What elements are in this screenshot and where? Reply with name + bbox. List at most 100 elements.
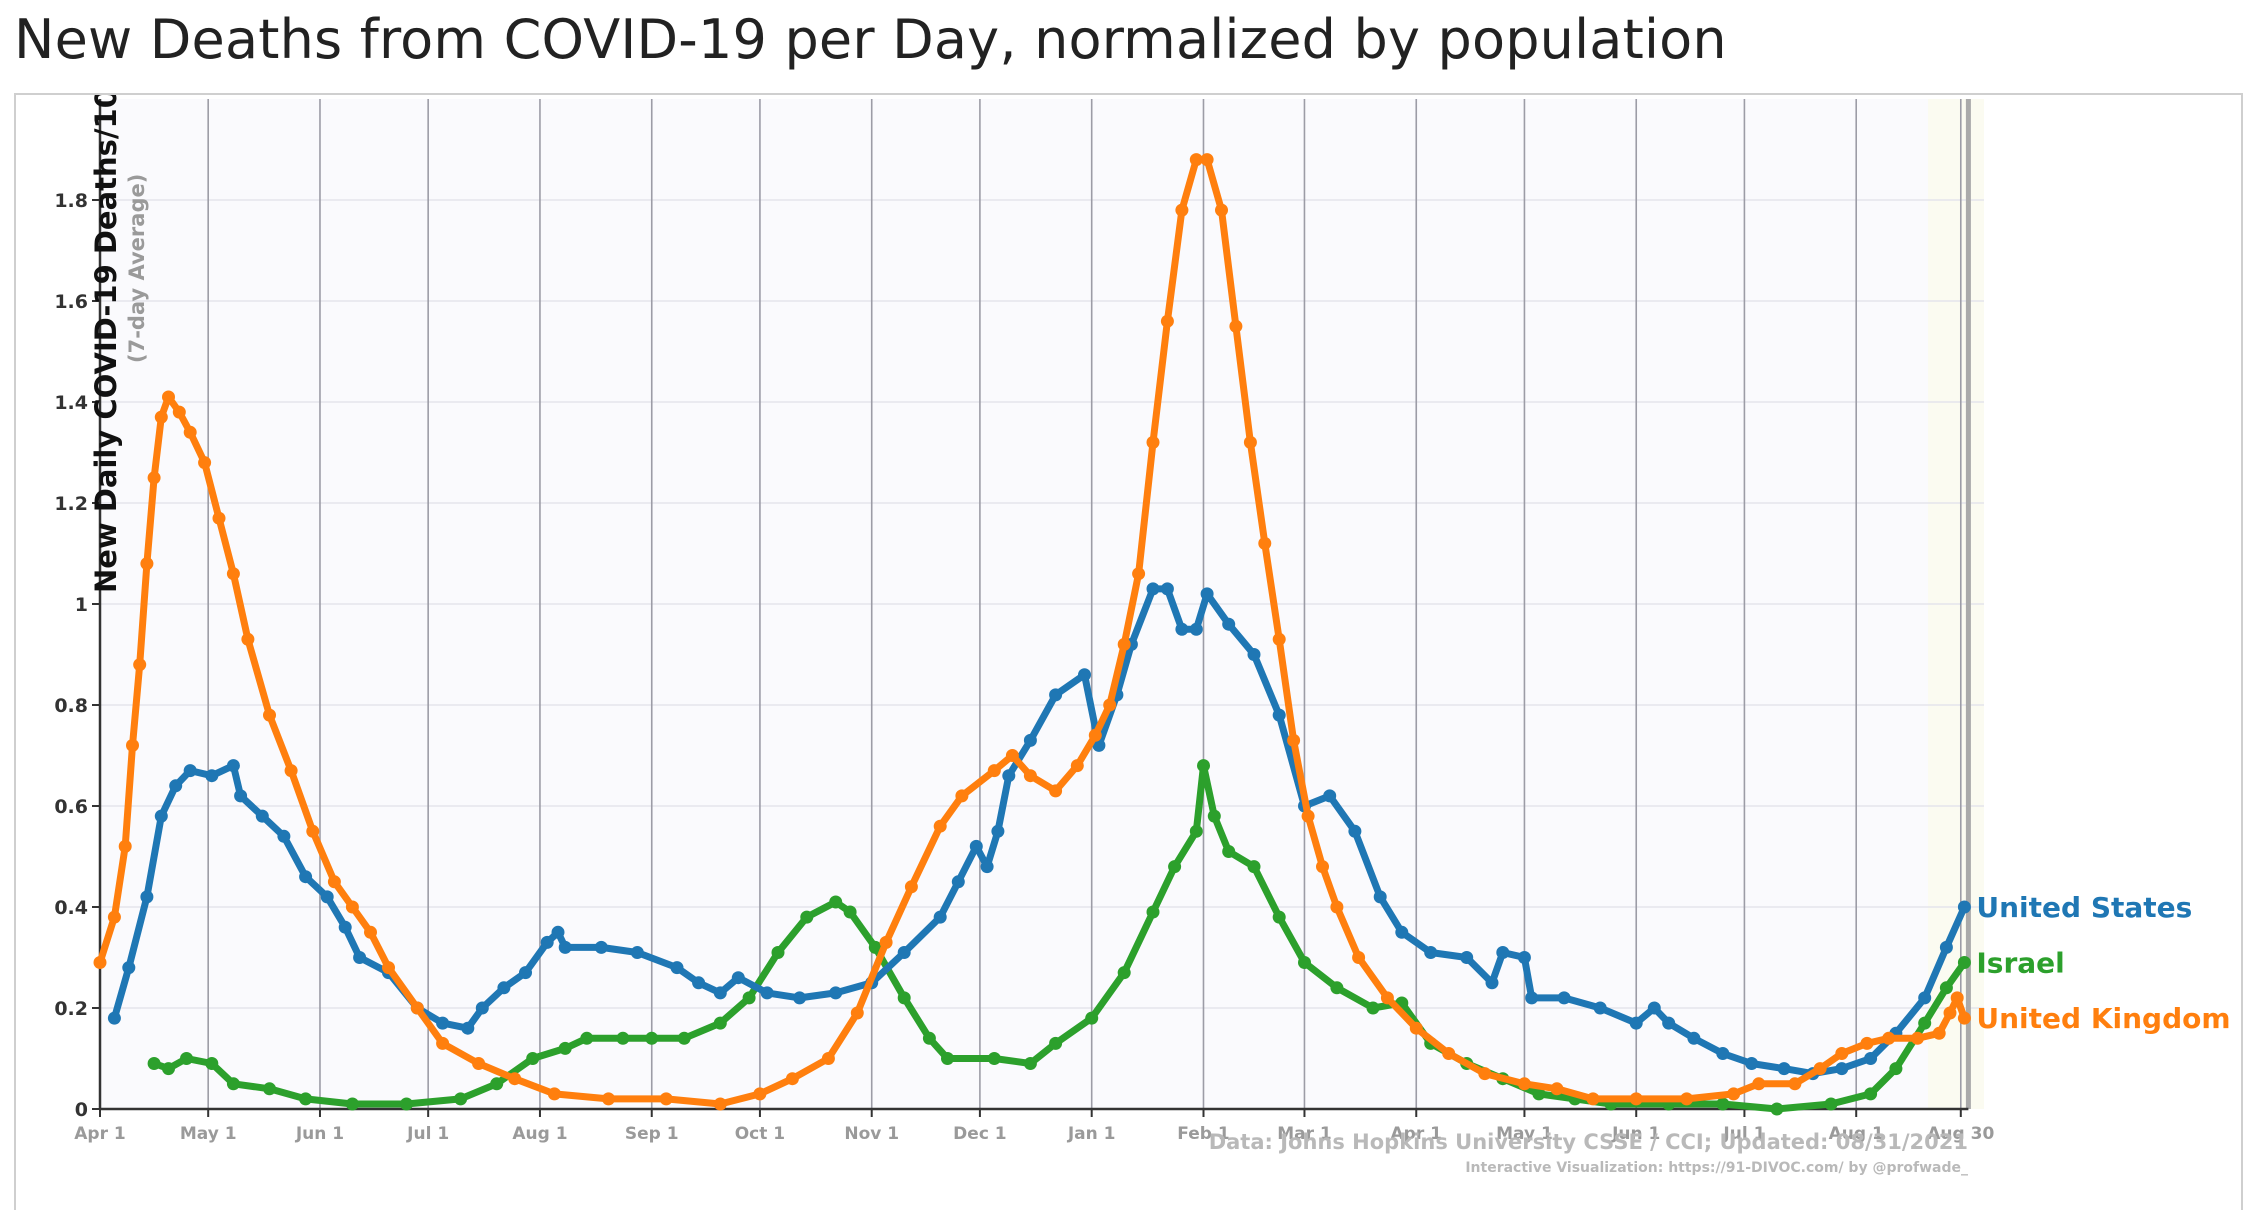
united-kingdom-point xyxy=(1258,536,1272,550)
israel-point xyxy=(1532,1087,1546,1101)
united-states-point xyxy=(1629,1016,1643,1030)
israel-point xyxy=(454,1092,468,1106)
united-kingdom-point xyxy=(154,410,168,424)
y-axis-label: New Daily COVID-19 Deaths/100k people xyxy=(89,95,123,593)
united-states-point xyxy=(299,870,313,884)
united-states-point xyxy=(1496,946,1510,959)
united-kingdom-point xyxy=(1932,1026,1946,1040)
y-tick-label: 0.2 xyxy=(54,998,88,1020)
israel-point xyxy=(829,895,843,909)
united-kingdom-label: United Kingdom xyxy=(1976,1002,2230,1035)
israel-point xyxy=(922,1031,936,1045)
united-states-point xyxy=(1200,587,1214,601)
united-states-point xyxy=(1222,617,1236,631)
united-states-point xyxy=(1864,1052,1878,1065)
x-tick-label: Jun 1 xyxy=(295,1124,344,1144)
united-kingdom-point xyxy=(140,557,154,571)
united-states-point xyxy=(1049,688,1063,702)
united-states-point xyxy=(497,981,511,995)
united-kingdom-point xyxy=(904,880,918,894)
israel-point xyxy=(941,1052,954,1065)
united-kingdom-point xyxy=(785,1072,799,1086)
united-kingdom-point xyxy=(1943,1006,1957,1020)
united-states-point xyxy=(1424,946,1438,959)
united-kingdom-point xyxy=(472,1057,486,1070)
y-tick-label: 1.6 xyxy=(54,291,88,313)
united-states-point xyxy=(255,809,269,823)
united-states-point xyxy=(1247,648,1261,661)
united-kingdom-point xyxy=(1189,153,1203,167)
united-states-point xyxy=(540,935,554,949)
israel-point xyxy=(1146,905,1160,919)
x-tick-label: Jul 1 xyxy=(406,1124,449,1144)
israel-point xyxy=(616,1031,630,1045)
united-states-point xyxy=(991,824,1005,838)
united-states-point xyxy=(154,809,168,823)
israel-label: Israel xyxy=(1976,947,2064,980)
israel-point xyxy=(1222,845,1236,858)
united-kingdom-point xyxy=(1215,203,1228,217)
united-kingdom-point xyxy=(1023,769,1037,783)
united-states-point xyxy=(1092,738,1106,752)
united-kingdom-point xyxy=(1911,1031,1924,1045)
united-states-point xyxy=(122,961,136,975)
united-kingdom-point xyxy=(753,1087,767,1101)
united-kingdom-point xyxy=(1680,1092,1694,1106)
israel-point xyxy=(180,1052,193,1065)
united-states-point xyxy=(760,986,774,1000)
x-tick-label: Apr 1 xyxy=(1391,1124,1442,1144)
united-states-point xyxy=(1716,1047,1730,1060)
united-kingdom-point xyxy=(1586,1092,1600,1106)
israel-point xyxy=(1939,981,1953,995)
united-states-point xyxy=(353,951,367,964)
israel-point xyxy=(1918,1016,1932,1030)
united-kingdom-point xyxy=(821,1052,835,1065)
x-tick-label: Jul 1 xyxy=(1722,1124,1765,1144)
united-kingdom-point xyxy=(198,456,212,470)
united-states-point xyxy=(1557,991,1571,1005)
united-kingdom-point xyxy=(1287,733,1301,747)
united-kingdom-point xyxy=(1380,991,1394,1005)
axes: 0 0.2 0.4 0.6 0.8 1 1.2 1.4 1.6 1.8 Apr 1 May 1 Jun … xyxy=(54,99,1994,1144)
israel-point xyxy=(742,991,756,1005)
united-states-point xyxy=(1957,900,1971,914)
y-tick-label: 0.8 xyxy=(54,695,88,717)
x-tick-label: Aug 1 xyxy=(1829,1124,1884,1144)
israel-point xyxy=(580,1031,594,1045)
united-kingdom-point xyxy=(1132,567,1146,581)
united-kingdom-point xyxy=(1200,153,1214,167)
united-kingdom-point xyxy=(933,819,947,833)
united-kingdom-point xyxy=(1752,1077,1766,1091)
israel-point xyxy=(162,1062,175,1076)
united-kingdom-point xyxy=(987,764,1001,778)
x-tick-label: Aug 1 xyxy=(512,1124,567,1144)
united-kingdom-point xyxy=(345,900,359,914)
united-states-point xyxy=(1687,1031,1701,1045)
israel-point xyxy=(299,1092,313,1106)
united-kingdom-point xyxy=(263,708,276,722)
united-kingdom-point xyxy=(1835,1047,1849,1060)
united-kingdom-point xyxy=(1117,637,1131,651)
united-states-point xyxy=(558,940,572,954)
united-states-point xyxy=(1517,951,1531,964)
israel-point xyxy=(1864,1087,1878,1101)
israel-point xyxy=(205,1057,219,1070)
united-states-point xyxy=(475,1001,489,1015)
y-tick-label: 1.4 xyxy=(54,392,88,414)
israel-point xyxy=(1957,956,1971,969)
united-states-point xyxy=(1146,582,1160,596)
united-kingdom-point xyxy=(1070,759,1084,773)
united-kingdom-point xyxy=(602,1092,615,1106)
united-kingdom-point xyxy=(1049,784,1063,798)
united-kingdom-point xyxy=(133,658,147,672)
israel-point xyxy=(1298,956,1311,969)
united-kingdom-point xyxy=(1160,314,1174,328)
united-kingdom-point xyxy=(172,405,186,419)
united-kingdom-point xyxy=(1243,435,1257,449)
united-kingdom-point xyxy=(126,738,139,752)
united-kingdom-point xyxy=(1316,860,1329,874)
united-states-point xyxy=(1593,1001,1607,1015)
united-states-point xyxy=(897,946,911,959)
y-tick-label: 1.8 xyxy=(54,190,88,212)
x-tick-label: Mar 1 xyxy=(1277,1124,1332,1144)
